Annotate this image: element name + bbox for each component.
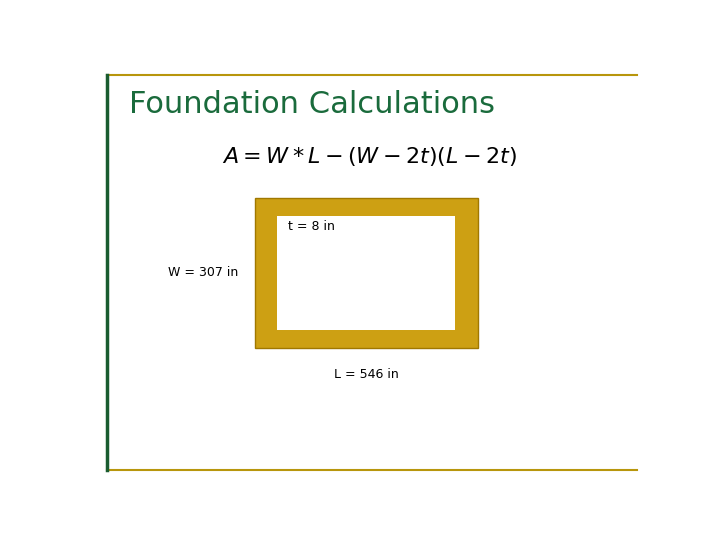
Text: W = 307 in: W = 307 in: [168, 266, 238, 279]
Text: L = 546 in: L = 546 in: [334, 368, 399, 381]
Text: $A = W * L - (W - 2t)(L - 2t)$: $A = W * L - (W - 2t)(L - 2t)$: [222, 145, 516, 168]
Text: t = 8 in: t = 8 in: [288, 220, 335, 233]
Bar: [277, 216, 456, 329]
Bar: [255, 198, 478, 348]
Text: Foundation Calculations: Foundation Calculations: [129, 90, 495, 119]
